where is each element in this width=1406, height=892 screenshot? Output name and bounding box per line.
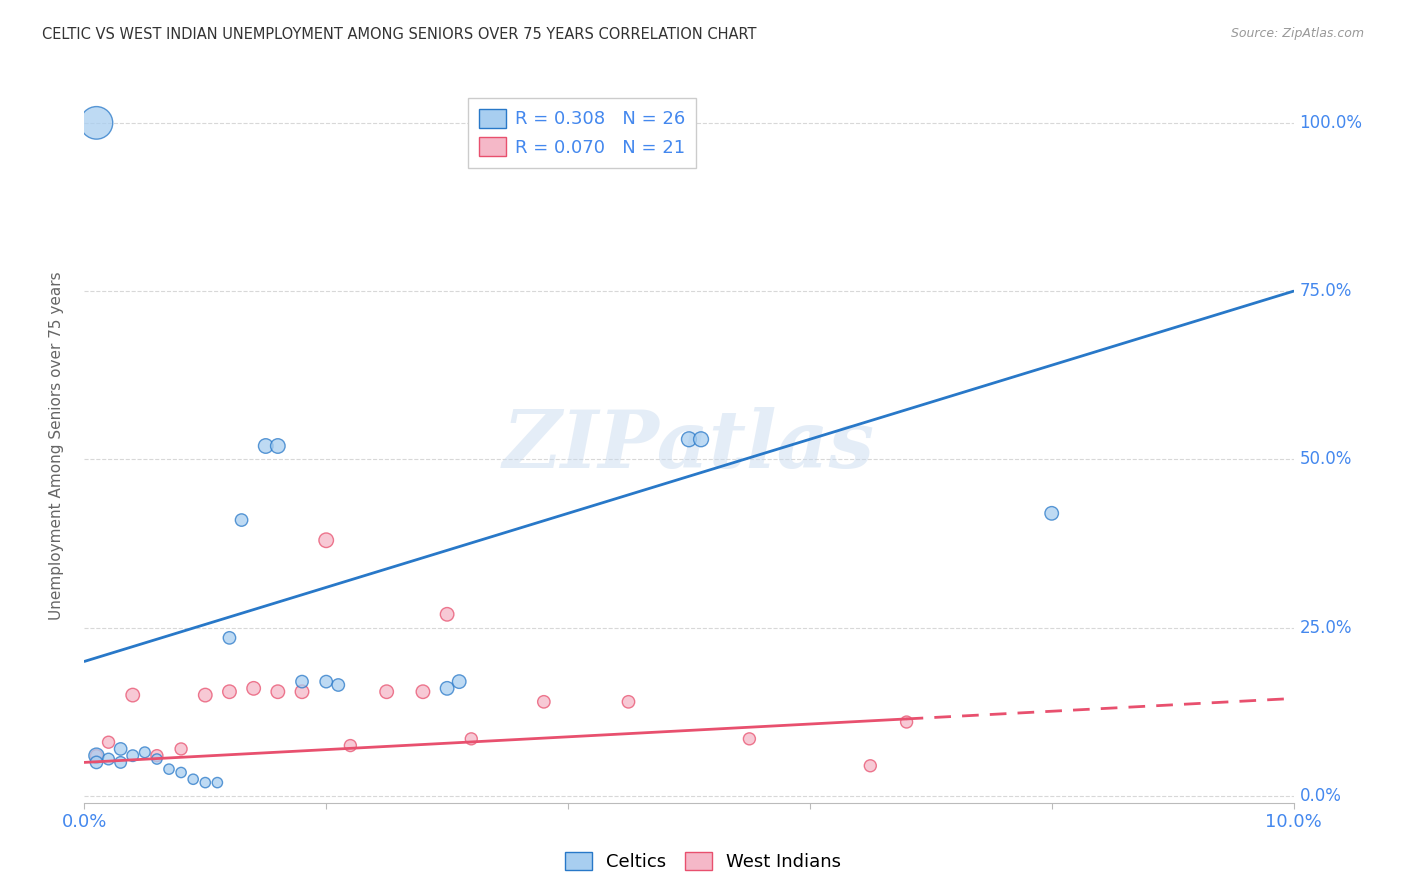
Point	[146, 748, 169, 763]
Point	[254, 439, 277, 453]
Point	[291, 674, 314, 689]
Point	[134, 745, 156, 759]
Point	[291, 684, 314, 698]
Point	[315, 533, 337, 548]
Point	[181, 772, 204, 787]
Legend: Celtics, West Indians: Celtics, West Indians	[558, 845, 848, 879]
Text: 25.0%: 25.0%	[1299, 619, 1353, 637]
Point	[157, 762, 180, 776]
Point	[678, 432, 700, 446]
Point	[170, 742, 193, 756]
Point	[267, 684, 290, 698]
Point	[121, 748, 143, 763]
Point	[267, 439, 290, 453]
Point	[121, 688, 143, 702]
Point	[231, 513, 253, 527]
Point	[460, 731, 482, 746]
Point	[86, 116, 108, 130]
Point	[449, 674, 471, 689]
Point	[896, 714, 918, 729]
Point	[146, 752, 169, 766]
Point	[218, 631, 240, 645]
Text: 50.0%: 50.0%	[1299, 450, 1353, 468]
Point	[86, 748, 108, 763]
Point	[1040, 506, 1063, 520]
Point	[86, 748, 108, 763]
Point	[315, 674, 337, 689]
Text: CELTIC VS WEST INDIAN UNEMPLOYMENT AMONG SENIORS OVER 75 YEARS CORRELATION CHART: CELTIC VS WEST INDIAN UNEMPLOYMENT AMONG…	[42, 27, 756, 42]
Point	[375, 684, 398, 698]
Y-axis label: Unemployment Among Seniors over 75 years: Unemployment Among Seniors over 75 years	[49, 272, 63, 620]
Point	[242, 681, 264, 696]
Text: 0.0%: 0.0%	[1299, 787, 1341, 805]
Text: Source: ZipAtlas.com: Source: ZipAtlas.com	[1230, 27, 1364, 40]
Text: 75.0%: 75.0%	[1299, 282, 1353, 301]
Point	[617, 695, 640, 709]
Point	[690, 432, 713, 446]
Point	[86, 756, 108, 770]
Point	[194, 688, 217, 702]
Point	[738, 731, 761, 746]
Point	[436, 607, 458, 622]
Point	[218, 684, 240, 698]
Point	[110, 742, 132, 756]
Point	[110, 756, 132, 770]
Point	[97, 735, 120, 749]
Point	[328, 678, 350, 692]
Legend: R = 0.308   N = 26, R = 0.070   N = 21: R = 0.308 N = 26, R = 0.070 N = 21	[468, 98, 696, 168]
Text: ZIPatlas: ZIPatlas	[503, 408, 875, 484]
Point	[412, 684, 434, 698]
Point	[533, 695, 555, 709]
Point	[194, 775, 217, 789]
Point	[436, 681, 458, 696]
Point	[339, 739, 361, 753]
Point	[859, 758, 882, 772]
Point	[97, 752, 120, 766]
Point	[207, 775, 229, 789]
Text: 100.0%: 100.0%	[1299, 114, 1362, 132]
Point	[170, 765, 193, 780]
